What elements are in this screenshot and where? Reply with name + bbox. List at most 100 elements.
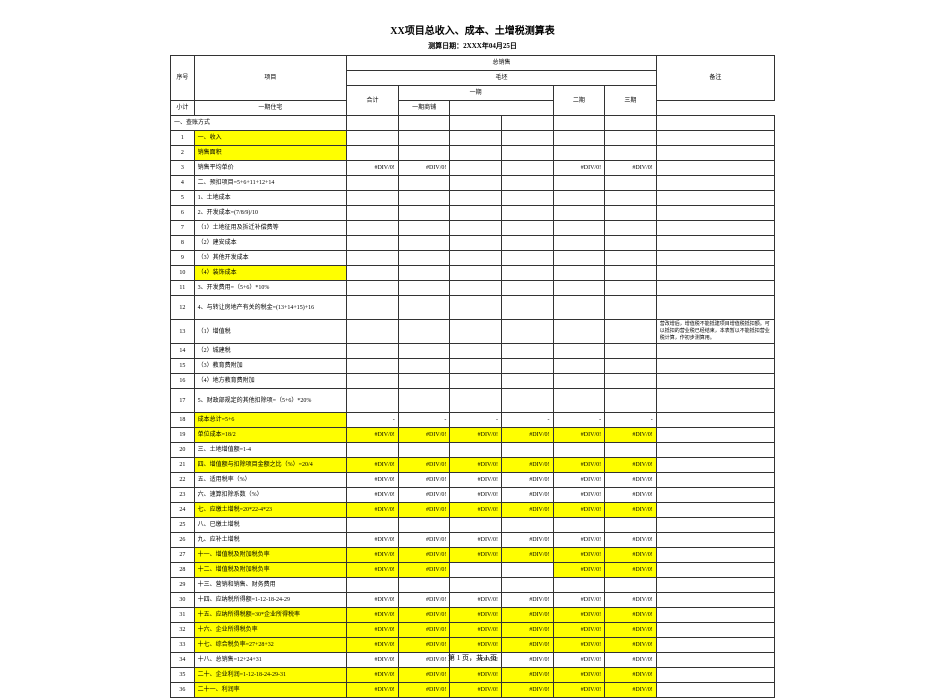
cell-heji: #DIV/0! — [347, 638, 399, 653]
cell-sanqi: #DIV/0! — [605, 548, 657, 563]
cell-xiaoji — [398, 251, 450, 266]
cell-heji: #DIV/0! — [347, 608, 399, 623]
cell-remark: 营改增后，增值税不能抵建项目增值税抵扣额。可以抵扣的营业税已经结束，本表暂以不能… — [656, 320, 774, 344]
cell-xiaoji: #DIV/0! — [398, 593, 450, 608]
cell-heji — [347, 191, 399, 206]
table-row: 13（1）增值税营改增后，增值税不能抵建项目增值税抵扣额。可以抵扣的营业税已经结… — [171, 320, 775, 344]
table-row: 26九、应补土增税#DIV/0!#DIV/0!#DIV/0!#DIV/0!#DI… — [171, 533, 775, 548]
cell-erqi: #DIV/0! — [553, 473, 605, 488]
cell-label: 二十、企业利润=1-12-18-24-29-31 — [194, 668, 347, 683]
table-row: 29十三、营销和销售、财务费用 — [171, 578, 775, 593]
cell-label: （4）装饰成本 — [194, 266, 347, 281]
cell-sanqi — [605, 389, 657, 413]
cell-heji: - — [347, 413, 399, 428]
table-row: 22五、适用税率（%）#DIV/0!#DIV/0!#DIV/0!#DIV/0!#… — [171, 473, 775, 488]
cell-sanqi: #DIV/0! — [605, 473, 657, 488]
cell-xiaoji — [398, 266, 450, 281]
cell-label: 二、预扣项目=5+6+11+12+14 — [194, 176, 347, 191]
cell-label: 三、土地增值额=1-4 — [194, 443, 347, 458]
cell-seq: 22 — [171, 473, 195, 488]
cell-sp — [501, 296, 553, 320]
cell-seq: 17 — [171, 389, 195, 413]
cell-sanqi: #DIV/0! — [605, 458, 657, 473]
table-row: 16（4）地方教育费附加 — [171, 374, 775, 389]
cell-heji: #DIV/0! — [347, 488, 399, 503]
cell-sp — [501, 146, 553, 161]
cell-seq: 25 — [171, 518, 195, 533]
cell-xiaoji — [398, 296, 450, 320]
cell-label: 十七、综合税负率=27+28+32 — [194, 638, 347, 653]
cell-remark — [656, 176, 774, 191]
cell-label: 九、应补土增税 — [194, 533, 347, 548]
cell-seq: 35 — [171, 668, 195, 683]
cell-heji — [347, 296, 399, 320]
table-row: 20三、土地增值额=1-4 — [171, 443, 775, 458]
cell-zz — [450, 359, 502, 374]
cell-label: 成本总计=5+6 — [194, 413, 347, 428]
cell-sp — [501, 281, 553, 296]
cell-sp: #DIV/0! — [501, 503, 553, 518]
cell-zz: #DIV/0! — [450, 683, 502, 698]
cell-heji: #DIV/0! — [347, 428, 399, 443]
cell-erqi: #DIV/0! — [553, 608, 605, 623]
cell-heji — [347, 176, 399, 191]
cell-zz — [450, 146, 502, 161]
cell-label: 十六、企业所得税负率 — [194, 623, 347, 638]
table-row: 33十七、综合税负率=27+28+32#DIV/0!#DIV/0!#DIV/0!… — [171, 638, 775, 653]
cell-zz: #DIV/0! — [450, 608, 502, 623]
table-row: 10（4）装饰成本 — [171, 266, 775, 281]
cell-remark — [656, 389, 774, 413]
cell-seq: 16 — [171, 374, 195, 389]
cell-remark — [656, 533, 774, 548]
cell-zz — [450, 281, 502, 296]
cell-heji — [347, 266, 399, 281]
cell-heji — [347, 281, 399, 296]
cell-label: 2、开发成本=(7/8/9)/10 — [194, 206, 347, 221]
cell-heji — [347, 518, 399, 533]
cell-xiaoji: #DIV/0! — [398, 668, 450, 683]
table-row: 32十六、企业所得税负率#DIV/0!#DIV/0!#DIV/0!#DIV/0!… — [171, 623, 775, 638]
cell-sp — [501, 221, 553, 236]
cell-erqi: #DIV/0! — [553, 683, 605, 698]
cell-erqi: #DIV/0! — [553, 563, 605, 578]
cell-seq: 10 — [171, 266, 195, 281]
cell-seq: 12 — [171, 296, 195, 320]
cell-xiaoji — [398, 236, 450, 251]
cell-remark — [656, 206, 774, 221]
calc-table: 序号 项目 总销售 备注 毛坯 合计 一期 二期 三期 小计 一期住宅 一期商铺 — [170, 55, 775, 698]
cell-remark — [656, 668, 774, 683]
cell-xiaoji — [398, 374, 450, 389]
cell-heji: #DIV/0! — [347, 503, 399, 518]
table-row: 113、开发费用=（5+6）*10% — [171, 281, 775, 296]
cell-heji — [347, 221, 399, 236]
cell-sp — [501, 563, 553, 578]
cell-zz — [450, 374, 502, 389]
cell-heji: #DIV/0! — [347, 683, 399, 698]
cell-xiaoji — [398, 191, 450, 206]
cell-label: （4）地方教育费附加 — [194, 374, 347, 389]
th-yiqi: 一期 — [398, 86, 553, 101]
cell-erqi — [553, 176, 605, 191]
cell-xiaoji — [398, 443, 450, 458]
cell-sanqi: #DIV/0! — [605, 608, 657, 623]
table-row: 3销售平均单价#DIV/0!#DIV/0!#DIV/0!#DIV/0! — [171, 161, 775, 176]
section-row: 一、查账方式 — [171, 116, 775, 131]
cell-erqi — [553, 578, 605, 593]
cell-xiaoji — [398, 518, 450, 533]
cell-remark — [656, 428, 774, 443]
cell-sp — [501, 443, 553, 458]
cell-remark — [656, 281, 774, 296]
cell-label: （1）土地征用及拆迁补偿费等 — [194, 221, 347, 236]
cell-erqi — [553, 236, 605, 251]
cell-xiaoji: #DIV/0! — [398, 473, 450, 488]
cell-remark — [656, 458, 774, 473]
cell-sanqi — [605, 443, 657, 458]
cell-xiaoji: #DIV/0! — [398, 638, 450, 653]
cell-label: 销售平均单价 — [194, 161, 347, 176]
cell-heji: #DIV/0! — [347, 563, 399, 578]
cell-sp — [501, 176, 553, 191]
cell-heji: #DIV/0! — [347, 548, 399, 563]
cell-heji — [347, 251, 399, 266]
cell-label: 六、速算扣除系数（%） — [194, 488, 347, 503]
cell-sanqi — [605, 359, 657, 374]
